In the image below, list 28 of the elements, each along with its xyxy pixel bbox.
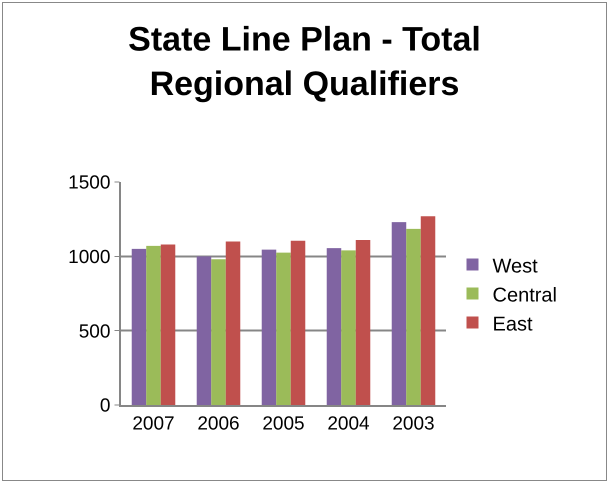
y-tick-label: 1500 xyxy=(68,172,110,194)
bar xyxy=(226,241,240,405)
x-tick-label: 2004 xyxy=(327,414,370,435)
y-tick-label: 1000 xyxy=(68,246,110,268)
x-tick-label: 2005 xyxy=(262,414,305,435)
bar xyxy=(146,246,161,405)
bar xyxy=(262,250,276,405)
x-tick-label: 2003 xyxy=(392,414,435,435)
y-tick-label: 0 xyxy=(100,396,110,417)
bar xyxy=(196,256,212,405)
legend-label: West xyxy=(492,255,538,278)
chart-title: State Line Plan - Total Regional Qualifiers xyxy=(128,20,481,103)
x-tick-label: 2006 xyxy=(197,414,240,435)
bar xyxy=(211,259,226,405)
bar xyxy=(420,216,436,405)
bar xyxy=(160,244,176,405)
bar xyxy=(406,228,421,405)
bar xyxy=(132,248,146,405)
x-tick-label: 2007 xyxy=(132,414,175,435)
bar xyxy=(392,222,406,405)
y-tick-label: 500 xyxy=(78,321,110,342)
legend-label: East xyxy=(492,313,533,336)
bar xyxy=(276,252,291,405)
legend-label: Central xyxy=(492,284,557,306)
bar xyxy=(341,250,356,405)
bar xyxy=(356,240,370,405)
bar xyxy=(326,248,342,405)
bar xyxy=(290,240,306,405)
